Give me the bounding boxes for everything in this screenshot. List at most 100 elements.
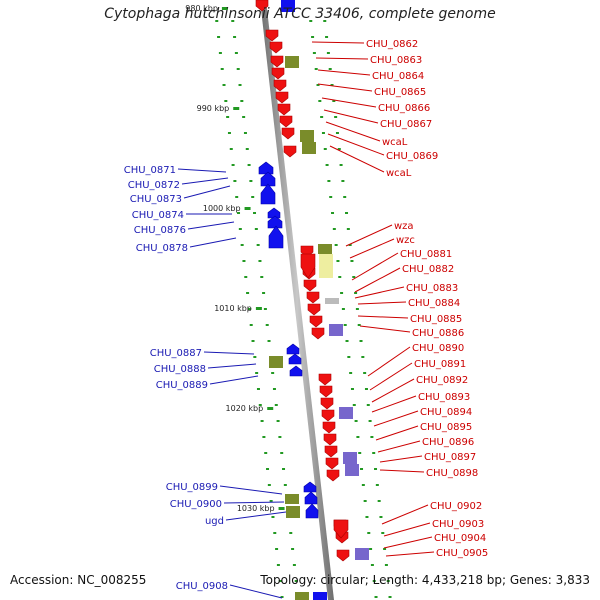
forward-gene-arrow: [311, 327, 325, 340]
reverse-gene-leader-line: [219, 485, 283, 495]
forward-gene-label: CHU_0886: [412, 328, 464, 339]
guide-dot: [229, 148, 233, 150]
forward-gene-label: CHU_0896: [422, 437, 474, 448]
forward-gene-label: CHU_0898: [426, 468, 478, 479]
forward-gene-leader-line: [379, 469, 425, 473]
guide-dot: [352, 276, 356, 278]
genome-feature-block: [286, 506, 300, 518]
guide-dot: [330, 84, 334, 86]
guide-dot: [312, 52, 316, 54]
forward-gene-arrow: [273, 79, 287, 92]
reverse-gene-label: CHU_0871: [124, 165, 176, 176]
guide-dot: [321, 132, 325, 134]
forward-gene-label: CHU_0905: [436, 548, 488, 559]
guide-dot: [375, 484, 379, 486]
forward-gene-leader-line: [359, 325, 411, 333]
forward-gene-arrow: [336, 549, 350, 562]
forward-gene-arrow: [277, 103, 291, 116]
forward-gene-arrow: [306, 291, 320, 304]
forward-gene-arrow: [309, 315, 323, 328]
genome-feature-block: [295, 592, 309, 600]
forward-gene-leader-line: [367, 346, 411, 377]
guide-dot: [343, 324, 347, 326]
reverse-gene-arrow: [260, 183, 276, 205]
guide-dot: [338, 276, 342, 278]
scale-tick-label: 1010 kbp: [214, 304, 252, 313]
reverse-gene-leader-line: [229, 584, 283, 599]
genome-feature-block: [281, 0, 295, 12]
guide-dot: [276, 564, 280, 566]
guide-dot: [227, 132, 231, 134]
guide-dot: [374, 596, 378, 598]
forward-gene-label: CHU_0882: [402, 264, 454, 275]
forward-gene-label: CHU_0892: [416, 375, 468, 386]
guide-dot: [320, 116, 324, 118]
forward-gene-leader-line: [351, 252, 399, 281]
guide-dot: [359, 340, 363, 342]
forward-gene-label: CHU_0893: [418, 392, 470, 403]
forward-gene-leader-line: [321, 97, 377, 108]
reverse-gene-leader-line: [187, 221, 235, 230]
forward-gene-leader-line: [385, 551, 435, 557]
forward-gene-arrow: [275, 91, 289, 104]
forward-gene-label: CHU_0885: [410, 314, 462, 325]
guide-dot: [271, 372, 275, 374]
forward-gene-arrow: [265, 29, 279, 42]
forward-gene-arrow: [333, 519, 349, 539]
genome-feature-block: [345, 464, 359, 476]
forward-gene-label: CHU_0904: [434, 533, 486, 544]
reverse-gene-label: CHU_0887: [150, 348, 202, 359]
guide-dot: [325, 164, 329, 166]
guide-dot: [234, 52, 238, 54]
guide-dot: [267, 340, 271, 342]
genome-feature-block: [285, 494, 299, 504]
guide-dot: [352, 404, 356, 406]
guide-dot: [271, 516, 275, 518]
guide-dot: [222, 84, 226, 86]
genome-feature-block: [343, 452, 357, 464]
guide-dot: [244, 276, 248, 278]
genome-summary-text: Topology: circular; Length: 4,433,218 bp…: [260, 573, 590, 587]
forward-gene-label: wcaL: [382, 137, 408, 148]
reverse-gene-arrow: [288, 353, 302, 365]
reverse-gene-arrow: [303, 481, 317, 493]
guide-dot: [292, 564, 296, 566]
scale-tick-mark: [255, 307, 262, 310]
forward-gene-leader-line: [357, 315, 409, 319]
forward-gene-label: CHU_0881: [400, 249, 452, 260]
forward-gene-arrow: [318, 373, 332, 386]
reverse-gene-label: CHU_0900: [170, 499, 222, 510]
reverse-gene-arrow: [258, 161, 274, 175]
forward-gene-arrow: [323, 433, 337, 446]
guide-dot: [331, 212, 335, 214]
guide-dot: [363, 500, 367, 502]
guide-dot: [370, 564, 374, 566]
reverse-gene-label: CHU_0874: [132, 210, 184, 221]
guide-dot: [356, 436, 360, 438]
forward-gene-label: CHU_0895: [420, 422, 472, 433]
guide-dot: [347, 356, 351, 358]
guide-dot: [240, 100, 244, 102]
reverse-gene-leader-line: [189, 237, 237, 248]
scale-tick-label: 990 kbp: [197, 104, 230, 113]
guide-dot: [249, 324, 253, 326]
forward-gene-label: CHU_0897: [424, 452, 476, 463]
guide-dot: [348, 244, 352, 246]
guide-dot: [253, 212, 257, 214]
forward-gene-arrow: [319, 385, 333, 398]
guide-dot: [265, 324, 269, 326]
scale-tick-label: 1030 kbp: [237, 504, 275, 513]
guide-dot: [255, 372, 259, 374]
guide-dot: [325, 36, 329, 38]
guide-dot: [354, 420, 358, 422]
forward-gene-leader-line: [371, 378, 415, 403]
forward-gene-label: CHU_0884: [408, 298, 460, 309]
reverse-gene-label: ugd: [205, 516, 224, 527]
reverse-gene-arrow: [268, 225, 284, 249]
reverse-gene-arrow: [289, 365, 303, 377]
reverse-gene-label: CHU_0908: [176, 581, 228, 592]
guide-dot: [246, 292, 250, 294]
reverse-gene-label: CHU_0873: [130, 194, 182, 205]
guide-dot: [224, 100, 228, 102]
